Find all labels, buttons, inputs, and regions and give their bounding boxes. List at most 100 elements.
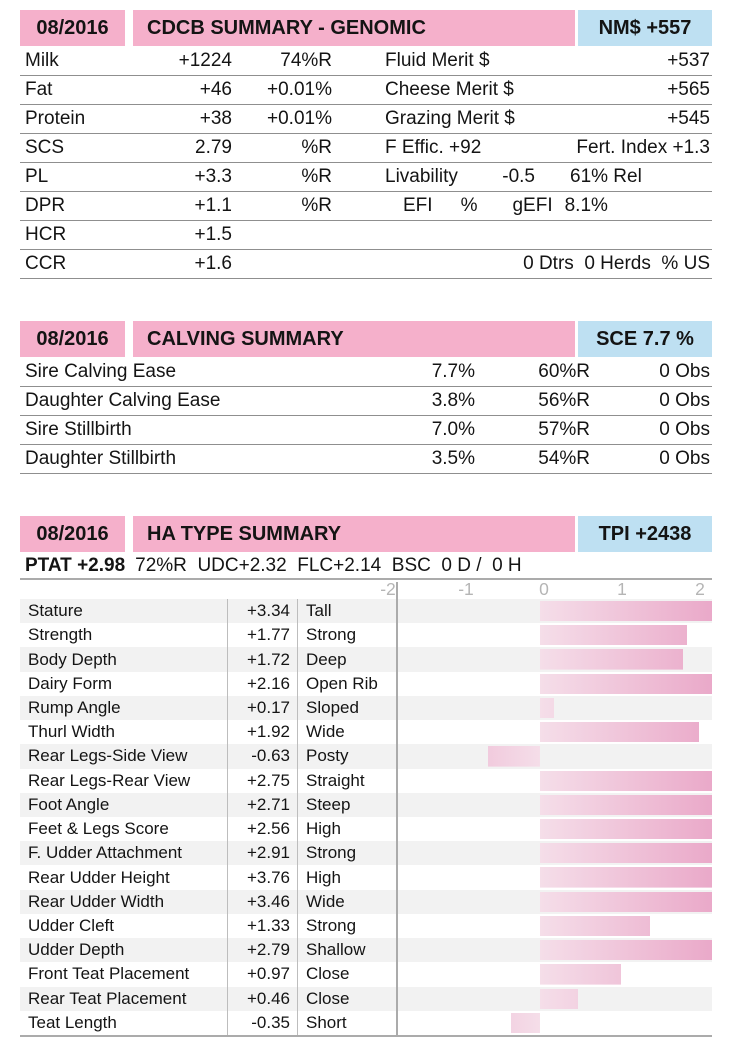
- horizontal-rule: [20, 1034, 712, 1037]
- trait-value: +2.71: [227, 792, 297, 817]
- evaluation-date: 08/2016: [20, 10, 125, 46]
- row-percent: +0.01%: [267, 79, 332, 100]
- trait-descriptor: Close: [297, 986, 396, 1011]
- trait-value: +3.34: [227, 599, 297, 624]
- trait-name: Front Teat Placement: [28, 964, 190, 984]
- trait-descriptor: Deep: [297, 647, 396, 672]
- merit-value: +537: [667, 50, 710, 71]
- row-reliability: %R: [301, 137, 332, 158]
- row-label: Milk: [25, 50, 59, 71]
- row-label: CCR: [25, 253, 67, 274]
- trait-name: Foot Angle: [28, 794, 110, 814]
- trait-bar: [540, 988, 579, 1009]
- row-observations: 0 Obs: [659, 361, 710, 382]
- trait-bar-track: [396, 817, 712, 841]
- trait-descriptor: Straight: [297, 768, 396, 793]
- trait-descriptor: Strong: [297, 841, 396, 866]
- row-value: +1.1: [194, 195, 232, 216]
- genomic-header: 08/2016 CDCB SUMMARY - GENOMIC NM$ +557: [20, 10, 712, 46]
- row-label: SCS: [25, 137, 65, 158]
- trait-row: Foot Angle +2.71 Steep: [20, 792, 712, 817]
- trait-name: Rear Udder Width: [28, 891, 165, 911]
- header-divider: [575, 516, 578, 552]
- trait-name: Rump Angle: [28, 697, 121, 717]
- trait-row: Rear Udder Height +3.76 High: [20, 865, 712, 890]
- trait-name: Rear Udder Height: [28, 867, 170, 887]
- row-observations: 0 Obs: [659, 419, 710, 440]
- row-reliability: %R: [301, 195, 332, 216]
- trait-bar: [540, 722, 700, 743]
- trait-row: Dairy Form +2.16 Open Rib: [20, 671, 712, 696]
- trait-bar-track: [396, 841, 712, 865]
- ha-header: 08/2016 HA TYPE SUMMARY TPI +2438: [20, 516, 712, 552]
- trait-row: Thurl Width +1.92 Wide: [20, 720, 712, 745]
- row-value: +38: [199, 108, 232, 129]
- table-row-dsb: Daughter Stillbirth 3.5% 54%R 0 Obs: [20, 445, 712, 474]
- trait-bar-track: [396, 769, 712, 793]
- gefi-value: 8.1%: [564, 195, 608, 216]
- trait-value: +1.77: [227, 623, 297, 648]
- ptat-value: PTAT +2.98: [25, 554, 126, 576]
- section-title: CALVING SUMMARY: [133, 321, 575, 357]
- trait-bar: [540, 964, 621, 985]
- trait-bar-track: [396, 672, 712, 696]
- row-percent: 7.7%: [431, 361, 475, 382]
- trait-value: +2.75: [227, 768, 297, 793]
- trait-bar: [540, 649, 683, 670]
- trait-bar: [540, 794, 712, 815]
- table-row-dpr: DPR +1.1 %R EFI % gEFI 8.1%: [20, 192, 712, 221]
- trait-value: -0.35: [227, 1010, 297, 1035]
- header-divider: [125, 321, 133, 357]
- row-label: Sire Calving Ease: [25, 361, 177, 382]
- row-label: Daughter Stillbirth: [25, 448, 177, 469]
- axis-tick-label: 1: [617, 579, 627, 599]
- header-divider: [125, 516, 133, 552]
- table-row-dce: Daughter Calving Ease 3.8% 56%R 0 Obs: [20, 387, 712, 416]
- trait-bar-track: [396, 599, 712, 623]
- fertility-index: Fert. Index +1.3: [576, 137, 710, 158]
- row-right-group: F Effic. +92 Fert. Index +1.3: [332, 137, 712, 159]
- table-row-sce: Sire Calving Ease 7.7% 60%R 0 Obs: [20, 358, 712, 387]
- evaluation-date: 08/2016: [20, 516, 125, 552]
- trait-descriptor: Wide: [297, 720, 396, 745]
- evaluation-date: 08/2016: [20, 321, 125, 357]
- trait-bar-track: [396, 1011, 712, 1035]
- merit-value: +545: [667, 108, 710, 129]
- trait-bar: [487, 746, 540, 767]
- row-right-group: Cheese Merit $ +565: [332, 79, 712, 101]
- trait-name: Strength: [28, 625, 93, 645]
- axis-minus2-gridline: [396, 582, 398, 1037]
- trait-bar: [510, 1012, 540, 1033]
- trait-descriptor: Posty: [297, 744, 396, 769]
- trait-name: F. Udder Attachment: [28, 843, 183, 863]
- table-row-milk: Milk +1224 74%R Fluid Merit $ +537: [20, 47, 712, 76]
- row-reliability: 56%R: [538, 390, 590, 411]
- trait-bar: [540, 697, 555, 719]
- axis-tick-label: -2: [380, 579, 396, 599]
- trait-row: Rear Legs-Side View -0.63 Posty: [20, 744, 712, 769]
- row-reliability: 57%R: [538, 419, 590, 440]
- netmerit-badge: NM$ +557: [578, 10, 712, 46]
- row-reliability: %R: [301, 166, 332, 187]
- trait-bar: [540, 673, 712, 694]
- trait-descriptor: Close: [297, 962, 396, 987]
- trait-bar: [540, 915, 651, 937]
- row-percent: +0.01%: [267, 108, 332, 129]
- trait-row: Feet & Legs Score +2.56 High: [20, 816, 712, 842]
- row-label: PL: [25, 166, 49, 187]
- table-row-scs: SCS 2.79 %R F Effic. +92 Fert. Index +1.…: [20, 134, 712, 163]
- trait-descriptor: Sloped: [297, 695, 396, 721]
- trait-row: Rump Angle +0.17 Sloped: [20, 695, 712, 721]
- tpi-badge: TPI +2438: [578, 516, 712, 552]
- trait-rows: Stature +3.34 Tall Strength +1.77 Strong…: [20, 599, 712, 1035]
- trait-bar-track: [396, 962, 712, 986]
- row-reliability: 54%R: [538, 448, 590, 469]
- trait-bar-track: [396, 914, 712, 938]
- row-percent: 7.0%: [431, 419, 475, 440]
- trait-bar-track: [396, 938, 712, 962]
- reliability-value: 61% Rel: [570, 166, 642, 187]
- table-row-ccr: CCR +1.6 0 Dtrs 0 Herds % US: [20, 250, 712, 279]
- table-row-ssb: Sire Stillbirth 7.0% 57%R 0 Obs: [20, 416, 712, 445]
- trait-value: +3.46: [227, 889, 297, 914]
- trait-row: Rear Teat Placement +0.46 Close: [20, 986, 712, 1011]
